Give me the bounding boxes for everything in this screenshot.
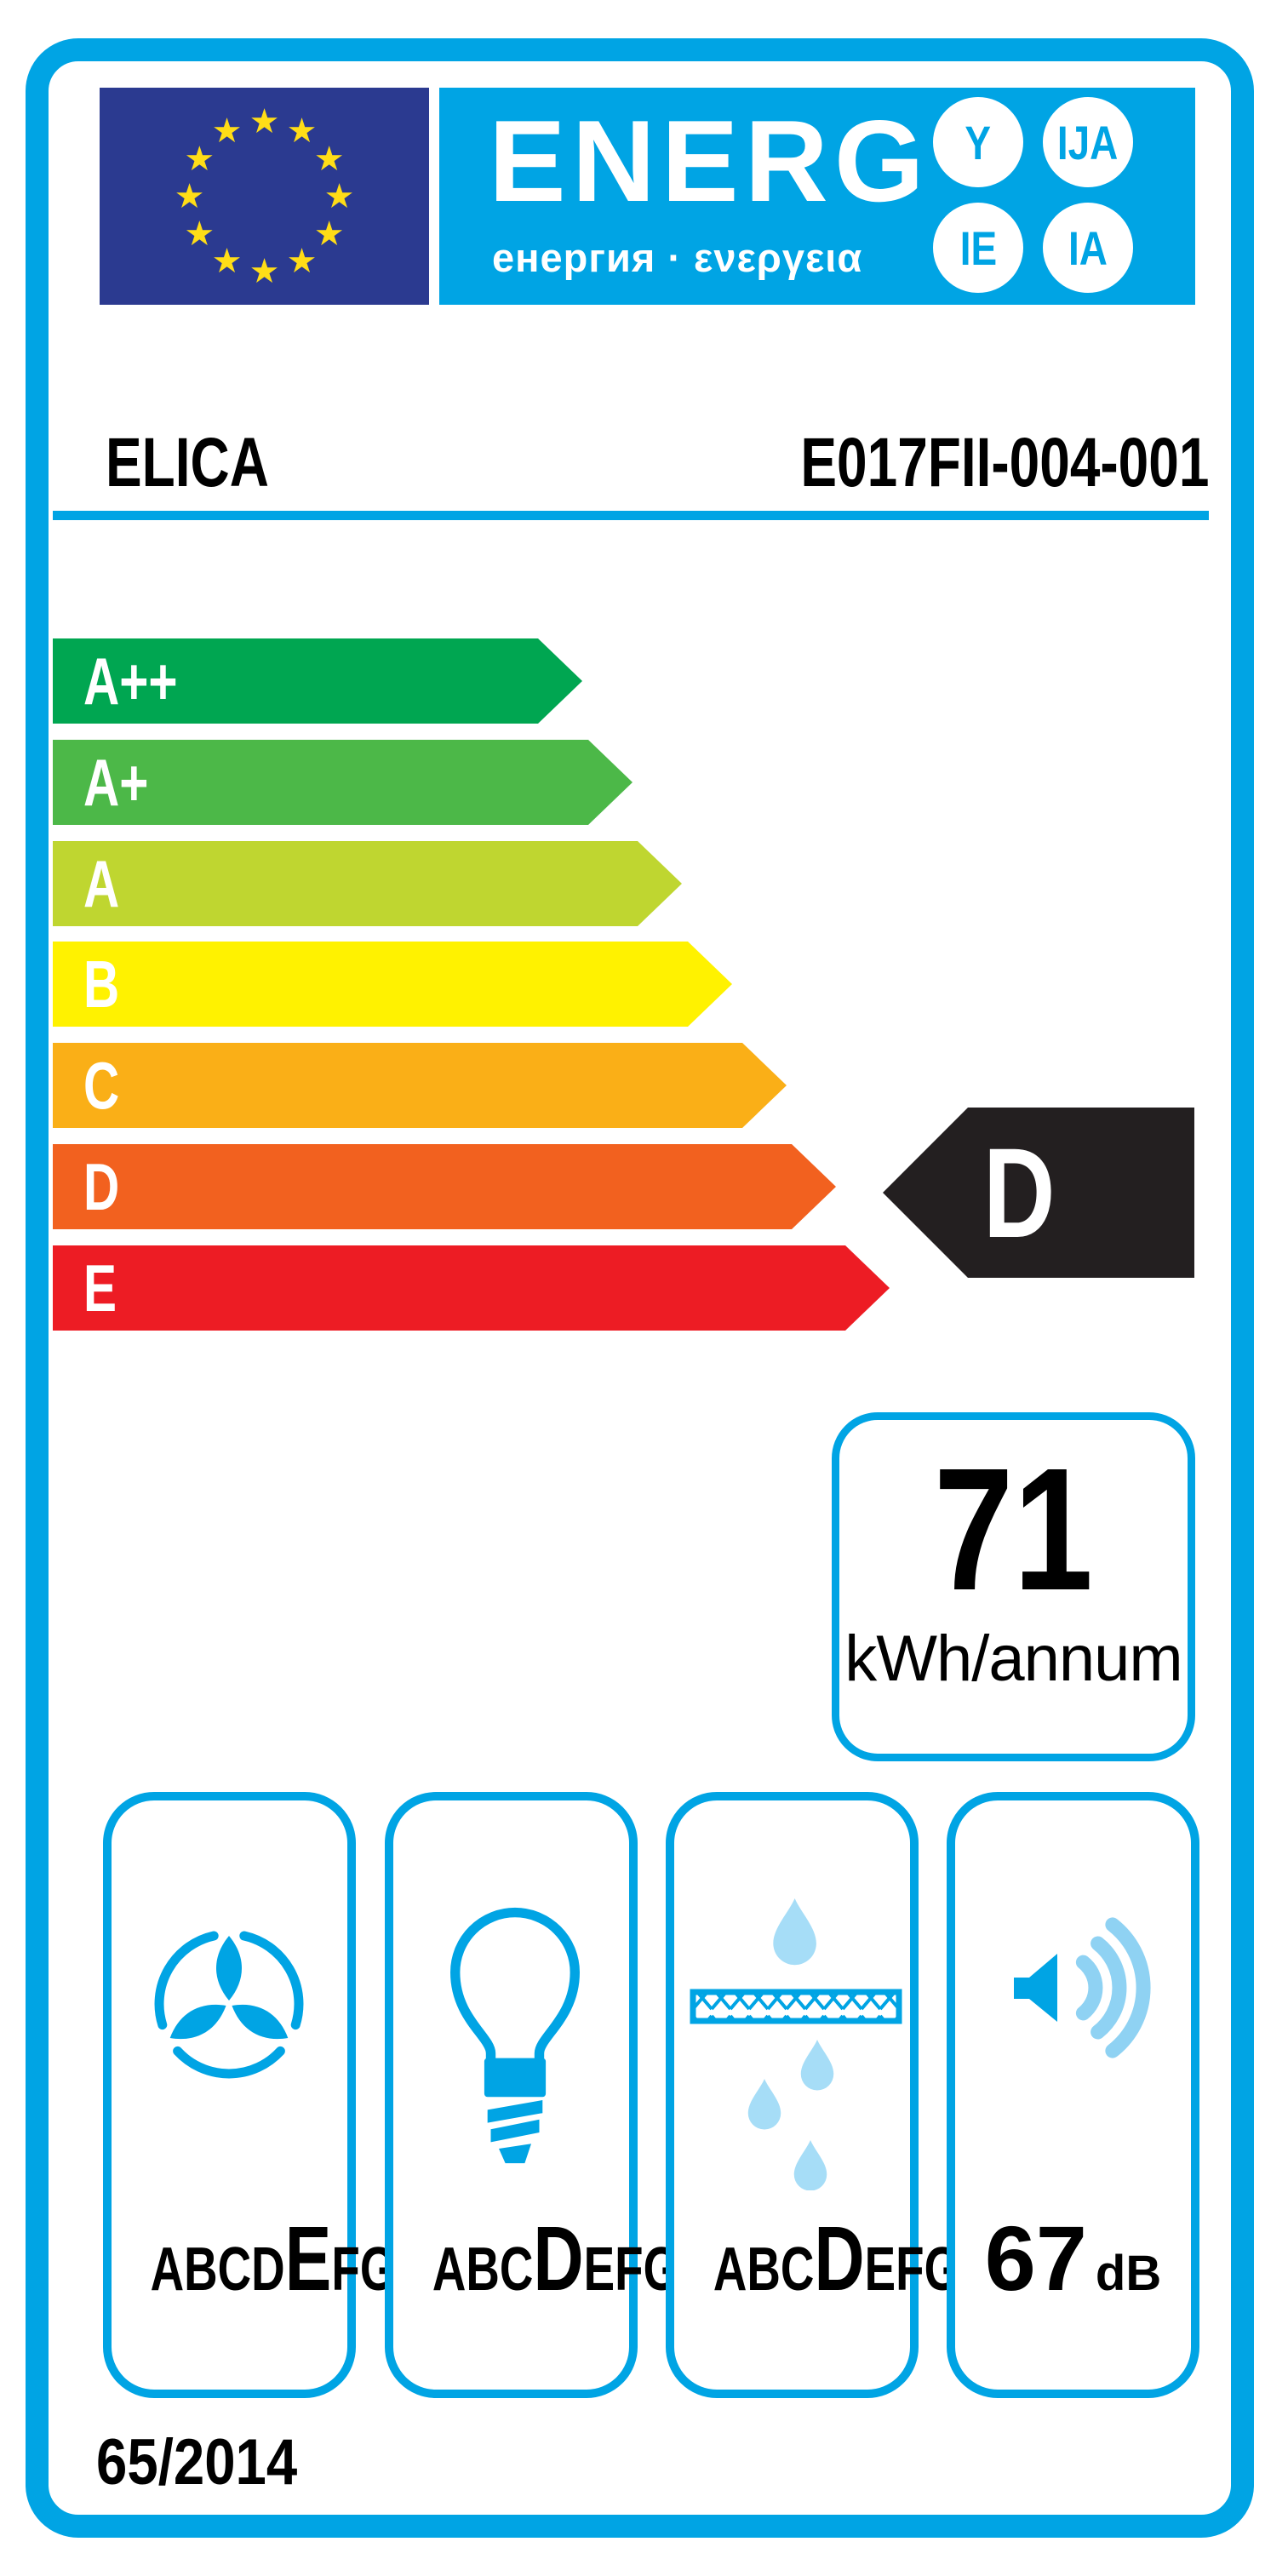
consumption-value: 71: [934, 1432, 1093, 1627]
grease-class-row: ABCDEFG: [713, 2207, 961, 2310]
scale-bar-c: C: [53, 1043, 787, 1128]
noise-value-row: 67 dB: [984, 2207, 1162, 2310]
eu-star: ★: [313, 215, 345, 253]
grease-filter-box: ABCDEFG: [666, 1792, 961, 2398]
eu-star: ★: [286, 112, 318, 151]
eu-star: ★: [249, 252, 280, 290]
eu-star: ★: [211, 112, 243, 151]
eu-star: ★: [286, 242, 318, 280]
fan-class-row: ABCDEFG: [150, 2207, 397, 2310]
eu-star: ★: [249, 102, 280, 140]
fan-efficiency-box: ABCDEFG: [103, 1792, 397, 2398]
eu-star: ★: [313, 140, 345, 178]
energ-wordmark: ENERG: [489, 96, 930, 226]
energ-subtitle: енергия · ενεργεια: [492, 235, 863, 280]
filter-icon: [690, 1898, 902, 2190]
scale-bar-a: A: [53, 841, 682, 926]
energ-circle-ie: IE: [933, 203, 1023, 293]
regulation-number: 65/2014: [96, 2426, 298, 2499]
scale-bar-b: B: [53, 942, 732, 1027]
energy-logo-block: ENERG енергия · ενεργεια Y IJA IE IA: [439, 88, 1195, 305]
bulb-icon: [450, 1907, 580, 2164]
scale-bar-d: D: [53, 1144, 836, 1229]
scale-bar-a-plus: A+: [53, 740, 633, 825]
brand-name: ELICA: [106, 424, 269, 501]
noise-box: 67 dB: [947, 1792, 1199, 2398]
eu-star: ★: [174, 177, 205, 215]
scale-bar-e: E: [53, 1245, 890, 1331]
energ-circle-ia: IA: [1043, 203, 1133, 293]
scale-bar-a-plus-plus: A++: [53, 638, 582, 724]
header-divider: [53, 511, 1209, 520]
eu-star: ★: [211, 242, 243, 280]
consumption-unit: kWh/annum: [844, 1623, 1183, 1695]
fan-icon: [154, 1931, 304, 2079]
model-number: E017FII-004-001: [799, 424, 1209, 501]
eu-star: ★: [323, 177, 355, 215]
energ-circle-ija: IJA: [1043, 97, 1133, 187]
rating-letter: D: [983, 1121, 1056, 1264]
energ-circle-y: Y: [933, 97, 1023, 187]
eu-flag: ★ ★ ★ ★ ★ ★ ★ ★ ★ ★ ★ ★: [100, 88, 429, 305]
consumption-box: 71 kWh/annum: [832, 1412, 1195, 1761]
eu-star: ★: [184, 140, 215, 178]
eu-star: ★: [184, 215, 215, 253]
lighting-class-row: ABCDEFG: [432, 2207, 680, 2310]
noise-icon: [1014, 1917, 1151, 2058]
lighting-efficiency-box: ABCDEFG: [385, 1792, 680, 2398]
